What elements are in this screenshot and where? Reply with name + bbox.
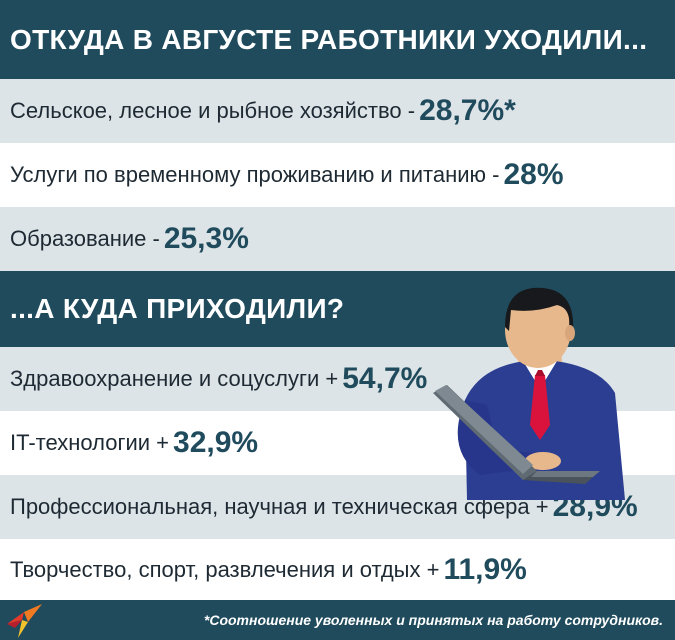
footnote: *Соотношение уволенных и принятых на раб… bbox=[203, 612, 663, 628]
left-row-label: Сельское, лесное и рыбное хозяйство - bbox=[10, 98, 416, 123]
left-row-value: 28% bbox=[503, 158, 564, 191]
left-row-label: Услуги по временному проживанию и питани… bbox=[10, 162, 500, 187]
header-came-title-text: ...А КУДА ПРИХОДИЛИ? bbox=[10, 293, 345, 324]
left-row-education: Образование - 25,3% bbox=[0, 207, 675, 271]
left-row-value: 28,7%* bbox=[419, 94, 516, 127]
came-row-label: IT-технологии + bbox=[10, 430, 170, 455]
left-row-value: 25,3% bbox=[163, 222, 249, 255]
came-row-value: 11,9% bbox=[443, 552, 527, 586]
man-with-laptop-illustration bbox=[433, 287, 625, 500]
kp-logo-icon bbox=[7, 604, 42, 638]
came-row-value: 54,7% bbox=[342, 362, 428, 395]
came-row-label: Творчество, спорт, развлечения и отдых + bbox=[10, 556, 440, 582]
header-left-title: ОТКУДА В АВГУСТЕ РАБОТНИКИ УХОДИЛИ... bbox=[0, 0, 675, 79]
came-row-value: 32,9% bbox=[173, 426, 259, 459]
left-row-label: Образование - bbox=[10, 226, 160, 251]
header-left-title-text: ОТКУДА В АВГУСТЕ РАБОТНИКИ УХОДИЛИ... bbox=[10, 23, 648, 55]
came-row-creative: Творчество, спорт, развлечения и отдых +… bbox=[0, 539, 675, 600]
footer-bar: *Соотношение уволенных и принятых на раб… bbox=[0, 600, 675, 640]
came-row-label: Здравоохранение и соцуслуги + bbox=[10, 366, 339, 391]
left-row-agriculture: Сельское, лесное и рыбное хозяйство - 28… bbox=[0, 79, 675, 143]
came-row-label: Профессиональная, научная и техническая … bbox=[10, 494, 549, 519]
left-row-hospitality: Услуги по временному проживанию и питани… bbox=[0, 143, 675, 207]
